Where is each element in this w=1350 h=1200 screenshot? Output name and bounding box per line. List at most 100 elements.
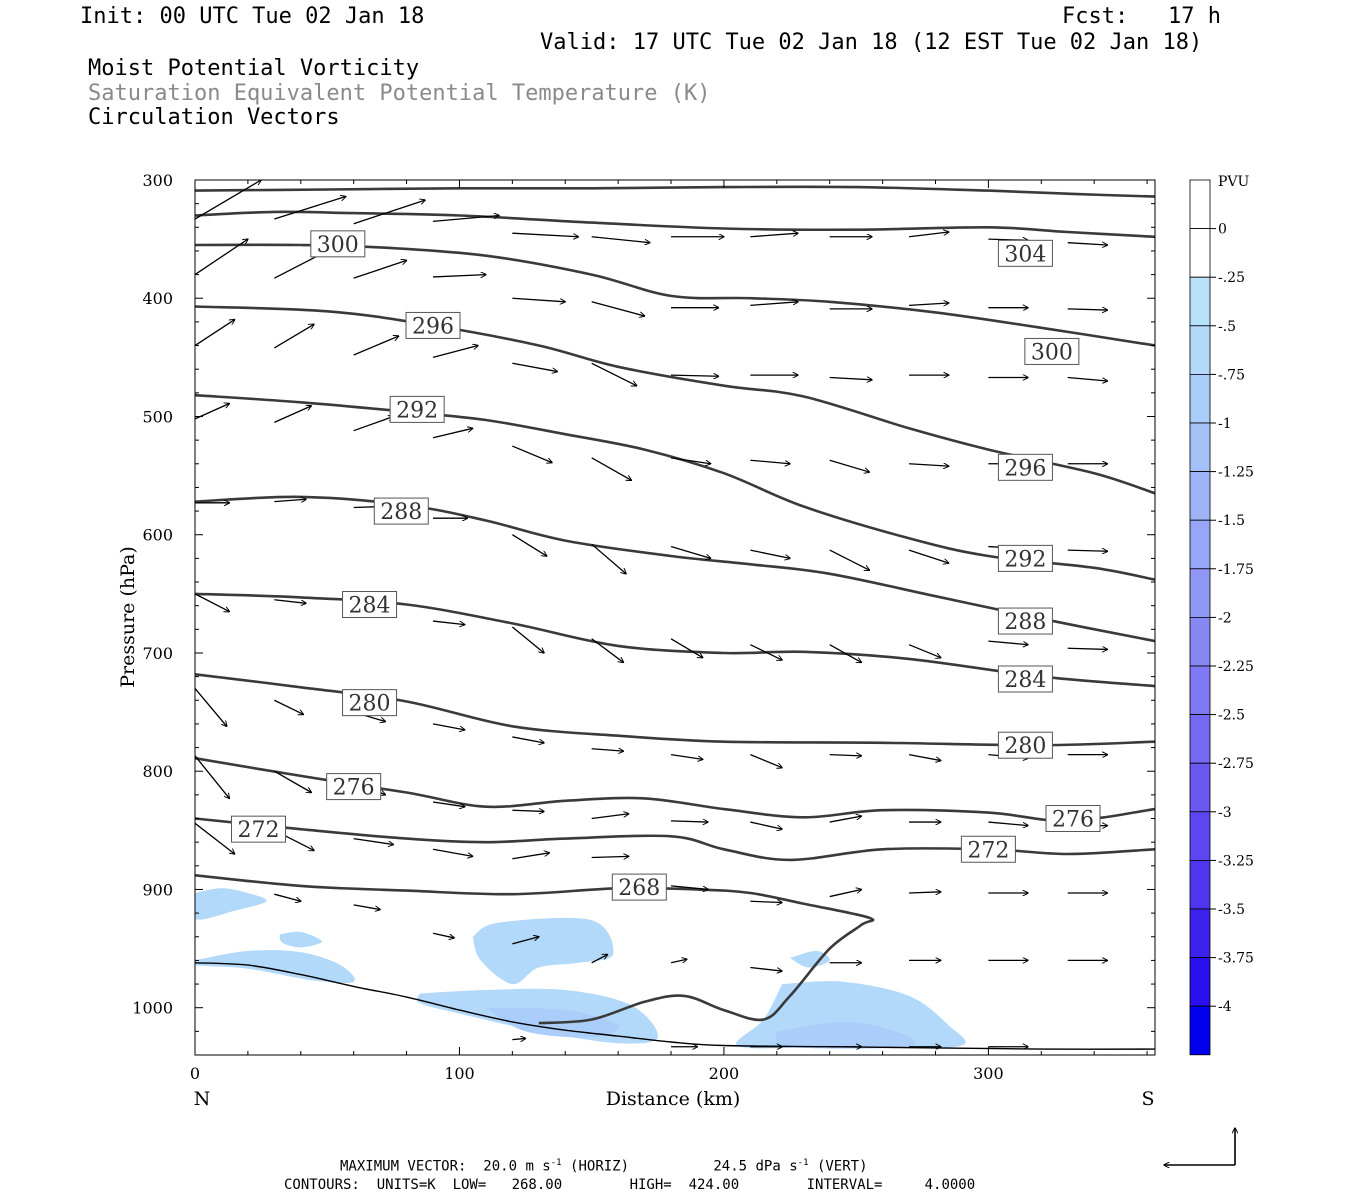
contour-label-text: 300 xyxy=(1031,340,1073,365)
contour-label-268: 268 xyxy=(611,873,667,901)
circulation-vector xyxy=(512,445,552,463)
pv-patch xyxy=(195,950,355,984)
circulation-vector xyxy=(591,236,650,243)
contour-label-272: 272 xyxy=(230,815,286,843)
circulation-vector xyxy=(670,959,687,964)
circulation-vector xyxy=(671,375,719,376)
circulation-vector xyxy=(591,814,629,820)
circulation-vector xyxy=(195,320,235,347)
contour-label-280: 280 xyxy=(342,689,398,717)
circulation-vector xyxy=(195,755,229,799)
circulation-vector xyxy=(432,723,465,730)
max-vector-horiz-tag: (HORIZ) xyxy=(570,1158,630,1175)
circulation-vector xyxy=(512,1038,525,1039)
contour-label-text: 276 xyxy=(333,776,375,801)
contour-label-296: 296 xyxy=(405,311,461,339)
y-tick-label: 700 xyxy=(142,644,173,663)
colorbar-swatch xyxy=(1189,568,1211,618)
circulation-vector xyxy=(274,893,300,901)
colorbar-label: -3.75 xyxy=(1218,951,1254,967)
circulation-vector xyxy=(909,892,941,893)
circulation-vector xyxy=(591,301,645,316)
circulation-vector xyxy=(353,904,380,910)
theta-contour-292 xyxy=(195,393,1155,581)
circulation-vector xyxy=(670,545,711,559)
colorbar-swatch xyxy=(1189,179,1211,229)
colorbar-label: 0 xyxy=(1218,222,1227,238)
field-title-vectors: Circulation Vectors xyxy=(88,105,340,130)
colorbar-label: -1.75 xyxy=(1218,562,1254,578)
circulation-vector xyxy=(353,260,407,279)
x-axis-title: Distance (km) xyxy=(606,1088,741,1110)
y-tick-label: 400 xyxy=(142,289,173,308)
max-vector-horiz-exp: -1 xyxy=(550,1158,562,1168)
circulation-vector xyxy=(670,638,703,658)
colorbar-swatch xyxy=(1189,762,1211,813)
theta-contour-304 xyxy=(195,210,1155,239)
contour-label-280: 280 xyxy=(997,731,1053,759)
circulation-vector xyxy=(432,848,473,856)
colorbar-swatch xyxy=(1189,617,1211,667)
contour-label-text: 288 xyxy=(1004,610,1046,635)
pv-patch xyxy=(472,917,614,985)
circulation-vector xyxy=(195,822,235,854)
colorbar-label: -1 xyxy=(1218,416,1232,432)
circulation-vector xyxy=(750,233,798,238)
colorbar-label: -3 xyxy=(1218,805,1232,821)
contour-label-288: 288 xyxy=(373,497,429,525)
circulation-vector xyxy=(750,821,782,829)
reference-vector-icon xyxy=(1164,1128,1235,1165)
pv-patch xyxy=(775,1021,917,1049)
circulation-vector xyxy=(908,644,941,658)
contour-label-text: 272 xyxy=(237,818,279,843)
circulation-vector xyxy=(512,810,544,811)
circulation-vector xyxy=(670,457,711,464)
circulation-vector xyxy=(512,297,565,302)
y-tick-label: 900 xyxy=(142,880,173,899)
theta-contour-268 xyxy=(195,874,875,1025)
circulation-vector xyxy=(274,599,306,604)
colorbar-label: -3.5 xyxy=(1218,902,1245,918)
contour-label-296: 296 xyxy=(997,453,1053,481)
colorbar-swatch xyxy=(1189,422,1211,472)
x-end-label-south: S xyxy=(1141,1088,1154,1110)
colorbar-label: -1.25 xyxy=(1218,465,1254,481)
circulation-vector xyxy=(432,620,465,625)
max-vector-label: MAXIMUM VECTOR: xyxy=(340,1158,467,1175)
circulation-vector xyxy=(1067,648,1108,649)
colorbar-label: -4 xyxy=(1218,999,1232,1015)
colorbar-swatch xyxy=(1189,957,1211,1007)
field-title-theta: Saturation Equivalent Potential Temperat… xyxy=(88,81,711,106)
contour-label-284: 284 xyxy=(342,590,398,618)
circulation-vector xyxy=(909,464,949,466)
contour-label-288: 288 xyxy=(997,607,1053,635)
pv-patch xyxy=(790,950,830,968)
circulation-vector xyxy=(512,534,546,556)
circulation-vector xyxy=(432,801,465,807)
x-tick-label: 300 xyxy=(973,1064,1004,1083)
circulation-vector xyxy=(750,459,790,464)
circulation-vector xyxy=(195,593,229,612)
colorbar-swatch xyxy=(1189,471,1211,521)
circulation-vector xyxy=(750,966,782,972)
circulation-vector xyxy=(432,346,478,358)
circulation-vector xyxy=(750,302,798,306)
circulation-vector xyxy=(591,543,626,574)
circulation-vector xyxy=(908,549,949,563)
circulation-vector xyxy=(512,232,578,237)
circulation-vector xyxy=(829,549,870,570)
theta-contour-304 xyxy=(195,185,1155,198)
y-tick-label: 500 xyxy=(142,407,173,426)
contour-label-276: 276 xyxy=(1045,805,1101,833)
valid-time: Valid: 17 UTC Tue 02 Jan 18 (12 EST Tue … xyxy=(540,30,1203,55)
contour-label-text: 268 xyxy=(618,876,660,901)
circulation-vector xyxy=(353,837,394,845)
circulation-vector xyxy=(274,770,311,792)
circulation-vector xyxy=(908,232,949,238)
colorbar-swatch xyxy=(1189,665,1211,715)
circulation-vector xyxy=(512,362,557,371)
circulation-vector xyxy=(511,626,544,653)
circulation-vector xyxy=(512,853,549,860)
circulation-vector xyxy=(829,889,862,898)
